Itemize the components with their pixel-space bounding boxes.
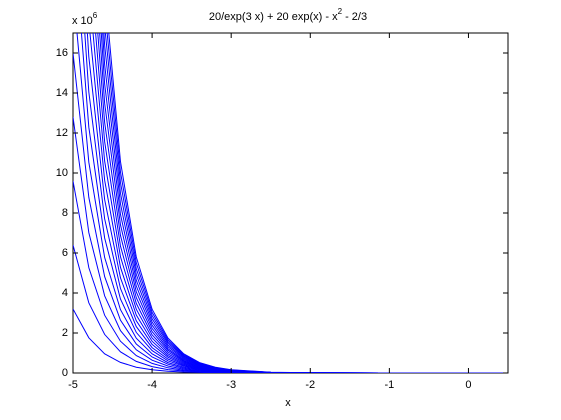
- curve: [84, 33, 508, 373]
- y-scale-exponent: 6: [93, 11, 98, 20]
- y-scale-base: x 10: [72, 15, 93, 27]
- title-part: - 2/3: [342, 11, 367, 23]
- curve: [73, 52, 508, 373]
- x-tick-label: -2: [305, 379, 315, 391]
- y-tick-label: 16: [56, 47, 68, 59]
- x-tick-label: -4: [147, 379, 157, 391]
- y-tick-label: 14: [56, 87, 68, 99]
- lines: [73, 33, 508, 373]
- curve: [76, 33, 508, 373]
- y-tick-label: 8: [62, 207, 68, 219]
- curve: [97, 33, 508, 373]
- y-tick-label: 4: [62, 287, 68, 299]
- curve: [92, 33, 508, 373]
- curve: [73, 308, 508, 373]
- curve: [73, 244, 508, 373]
- curve: [89, 33, 508, 373]
- y-tick-label: 2: [62, 327, 68, 339]
- curve: [108, 33, 508, 373]
- curve: [86, 33, 508, 373]
- x-axis-label: x: [285, 397, 291, 409]
- y-tick-label: 10: [56, 167, 68, 179]
- y-tick-label: 0: [62, 367, 68, 379]
- plot-box: [72, 32, 509, 374]
- y-tick-label: 12: [56, 127, 68, 139]
- x-tick-label: -1: [384, 379, 394, 391]
- curve: [73, 180, 508, 373]
- title-superscript: 2: [338, 7, 343, 16]
- title-part: 20/exp(3 x) + 20 exp(x) - x: [209, 11, 338, 23]
- x-tick-label: -5: [68, 379, 78, 391]
- curve: [95, 33, 508, 373]
- x-tick-label: 0: [465, 379, 471, 391]
- y-tick-label: 6: [62, 247, 68, 259]
- x-tick-label: -3: [226, 379, 236, 391]
- y-scale-label: x 106: [72, 11, 98, 27]
- curve: [80, 33, 508, 373]
- curve: [73, 116, 508, 373]
- chart-title: 20/exp(3 x) + 20 exp(x) - x2 - 2/3: [209, 7, 367, 23]
